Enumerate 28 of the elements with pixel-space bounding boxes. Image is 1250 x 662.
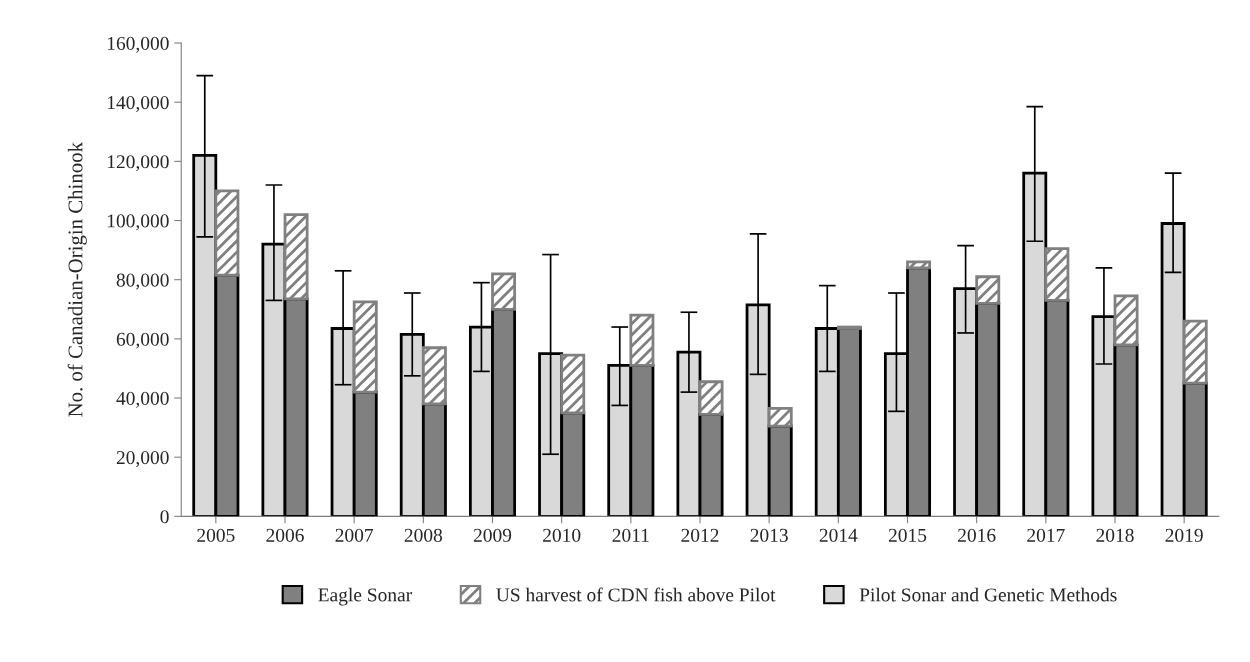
x-tick-label: 2011	[612, 528, 649, 542]
x-tick-label: 2016	[958, 528, 996, 542]
x-tick-label: 2017	[1027, 528, 1065, 542]
y-tick-label: 20,000	[116, 451, 169, 467]
y-tick-label: 100,000	[107, 214, 169, 231]
x-tick-label: 2015	[888, 528, 927, 542]
y-tick-label: 60,000	[116, 332, 169, 349]
y-tick-label: 0	[160, 510, 169, 524]
y-tick-label: 120,000	[107, 155, 169, 172]
y-tick-label: 80,000	[116, 273, 169, 290]
x-tick-label: 2018	[1096, 528, 1134, 542]
x-tick-label: 2013	[750, 528, 788, 542]
x-tick-label: 2005	[197, 528, 235, 542]
x-tick-label: 2009	[473, 528, 512, 542]
x-tick-label: 2010	[543, 528, 581, 542]
legend-label: Eagle Sonar	[318, 587, 413, 606]
x-tick-label: 2007	[335, 528, 374, 542]
x-tick-label: 2019	[1165, 528, 1203, 542]
x-tick-label: 2006	[266, 528, 304, 542]
x-tick-label: 2008	[404, 528, 443, 542]
legend-label: US harvest of CDN fish above Pilot	[496, 587, 776, 602]
x-tick-label: 2012	[681, 528, 719, 542]
legend-label: Pilot Sonar and Genetic Methods	[859, 587, 1117, 602]
y-axis-title: No. of Canadian-Origin Chinook	[67, 141, 87, 417]
x-tick-label: 2014	[819, 528, 858, 542]
y-tick-label: 140,000	[107, 96, 169, 112]
y-tick-label: 160,000	[107, 36, 169, 53]
y-tick-label: 40,000	[116, 391, 169, 408]
